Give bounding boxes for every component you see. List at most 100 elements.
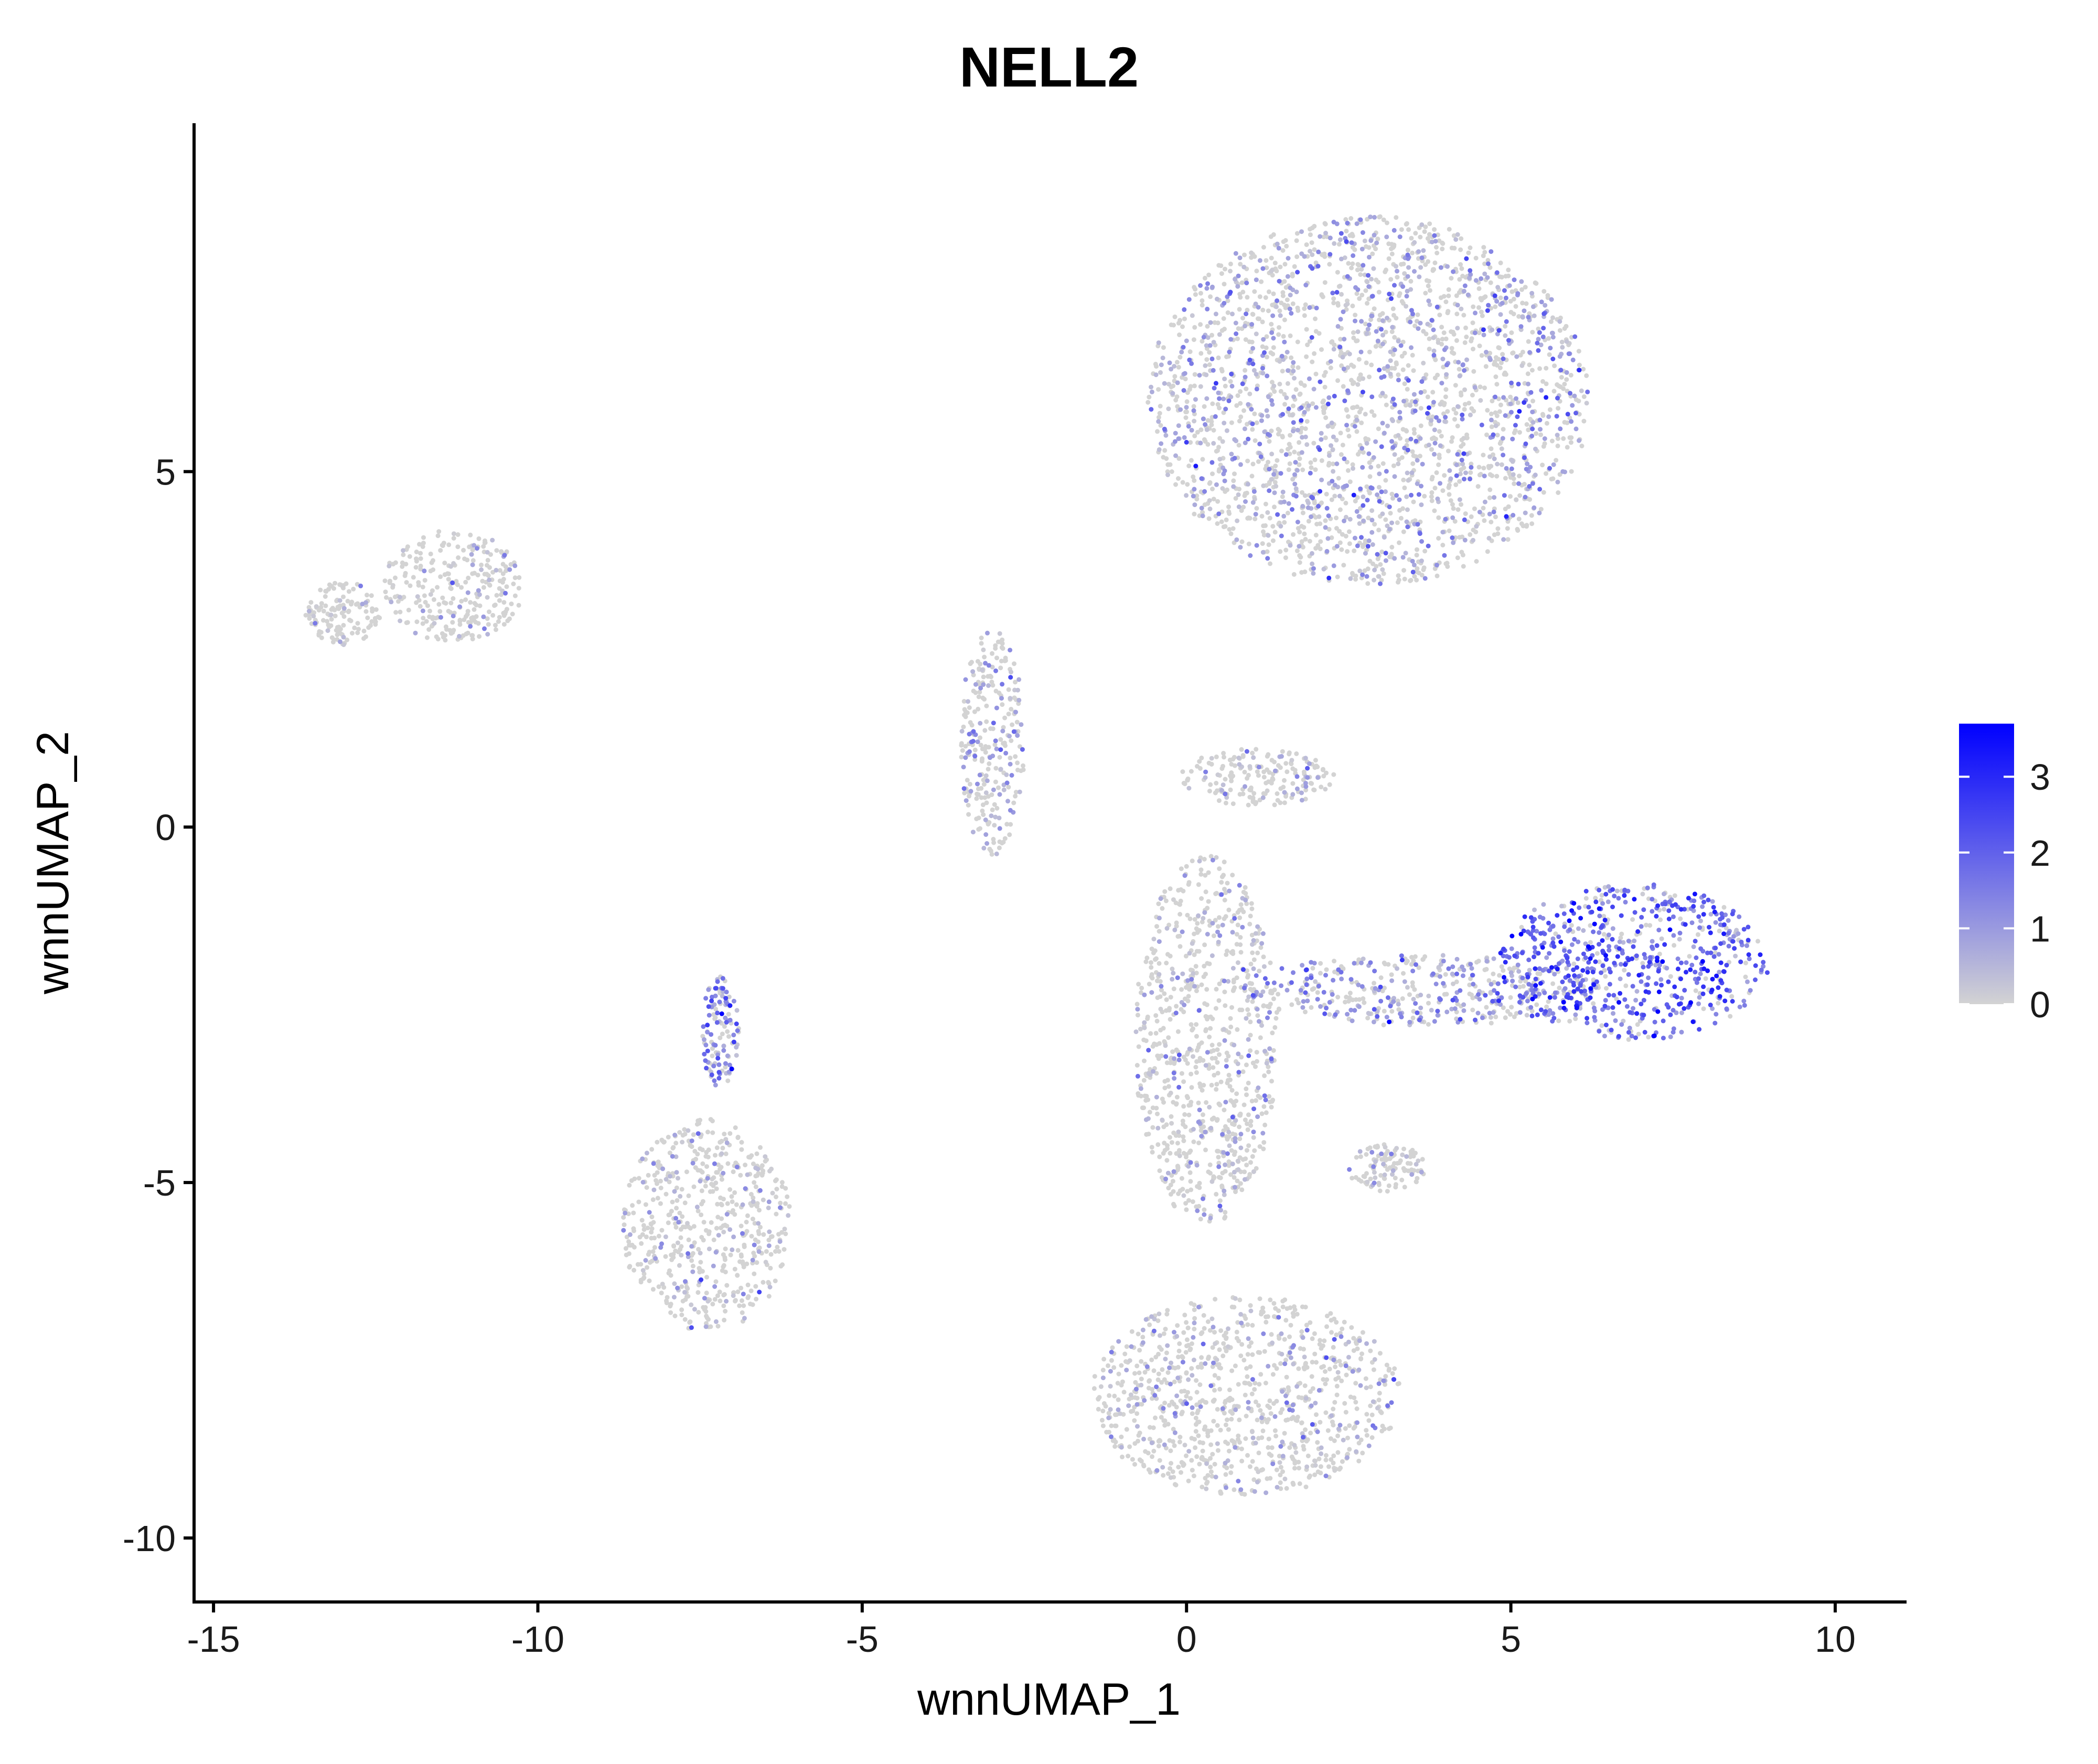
data-point — [1487, 454, 1492, 459]
data-point — [1319, 347, 1324, 352]
data-point — [440, 595, 445, 600]
data-point — [1579, 444, 1585, 448]
data-point — [1557, 472, 1562, 477]
data-point — [1314, 763, 1319, 769]
data-point — [1235, 922, 1240, 928]
data-point — [323, 588, 328, 594]
data-point — [361, 628, 367, 633]
data-point — [1227, 1143, 1232, 1148]
data-point — [1419, 558, 1424, 564]
data-point — [1182, 1112, 1187, 1117]
data-point — [1471, 304, 1476, 309]
data-point — [1315, 1469, 1321, 1475]
data-point — [1332, 1468, 1337, 1473]
data-point — [984, 703, 989, 708]
data-point — [1184, 1152, 1189, 1157]
data-point — [1228, 261, 1233, 266]
data-point — [1184, 409, 1189, 414]
data-point — [1376, 1397, 1382, 1403]
data-point — [1501, 968, 1506, 973]
data-point — [1175, 1141, 1180, 1146]
data-point — [1355, 382, 1361, 387]
data-point — [1556, 1018, 1561, 1024]
data-point — [1443, 387, 1449, 392]
data-point — [1253, 438, 1258, 443]
data-point — [1371, 1399, 1376, 1404]
data-point — [1503, 372, 1508, 377]
data-point — [1369, 276, 1374, 282]
data-point — [1309, 240, 1314, 245]
data-point — [1229, 1005, 1234, 1010]
data-point — [1481, 245, 1486, 250]
data-point — [1189, 1366, 1194, 1371]
data-point — [465, 630, 470, 636]
data-point — [1184, 1207, 1189, 1212]
data-point — [1380, 461, 1386, 466]
data-point — [1302, 383, 1307, 388]
data-point — [1190, 1373, 1195, 1378]
data-point — [1389, 365, 1394, 371]
data-point — [504, 584, 509, 589]
data-point — [1288, 333, 1293, 338]
data-point — [1142, 1370, 1148, 1375]
data-point — [1541, 490, 1546, 495]
data-point — [1477, 343, 1482, 349]
data-point — [1136, 1331, 1141, 1337]
data-point — [1248, 1364, 1253, 1369]
data-point — [1533, 446, 1538, 451]
data-point — [764, 1249, 769, 1254]
data-point — [1290, 301, 1296, 306]
data-point — [1245, 975, 1250, 980]
data-point — [998, 665, 1003, 671]
data-point — [1160, 1096, 1165, 1102]
data-point — [687, 1320, 692, 1325]
data-point — [1309, 551, 1314, 556]
data-point — [966, 699, 970, 704]
data-point — [1200, 303, 1205, 308]
data-point — [684, 1169, 689, 1175]
data-point — [1274, 268, 1279, 274]
data-point — [1236, 492, 1241, 497]
data-point — [1442, 401, 1447, 406]
data-point — [1471, 528, 1476, 533]
data-point — [1701, 1006, 1706, 1012]
data-point — [715, 1324, 721, 1329]
data-point — [1599, 1023, 1604, 1028]
data-point — [1288, 445, 1293, 450]
data-point — [1514, 497, 1519, 502]
data-point — [1301, 1365, 1307, 1370]
data-point — [1417, 454, 1422, 459]
data-point — [652, 1173, 657, 1178]
data-point — [1236, 504, 1241, 509]
data-point — [1257, 1296, 1262, 1302]
data-point — [1267, 439, 1272, 444]
data-point — [427, 608, 432, 614]
data-point — [685, 1221, 690, 1226]
data-point — [1012, 661, 1016, 666]
data-point — [434, 634, 439, 639]
data-point — [749, 1234, 754, 1239]
data-point — [1276, 992, 1281, 997]
data-point — [1180, 971, 1185, 976]
data-point — [1277, 1460, 1282, 1465]
data-point — [983, 790, 989, 795]
data-point — [1185, 482, 1190, 487]
data-point — [1496, 345, 1501, 350]
data-point — [1541, 444, 1546, 449]
data-point — [1182, 1313, 1187, 1318]
data-point — [1186, 786, 1192, 791]
data-point — [1358, 272, 1363, 277]
data-point — [1158, 404, 1163, 408]
data-point — [1521, 523, 1526, 529]
data-point — [1173, 397, 1179, 403]
data-point — [1412, 954, 1418, 959]
data-point — [450, 620, 455, 625]
data-point — [626, 1251, 631, 1256]
data-point — [1343, 999, 1347, 1005]
data-point — [1142, 1058, 1147, 1063]
data-point — [1217, 1198, 1223, 1203]
data-point — [1189, 458, 1194, 463]
data-point — [1191, 1473, 1196, 1479]
data-point — [1554, 458, 1559, 463]
data-point — [1232, 1122, 1237, 1127]
